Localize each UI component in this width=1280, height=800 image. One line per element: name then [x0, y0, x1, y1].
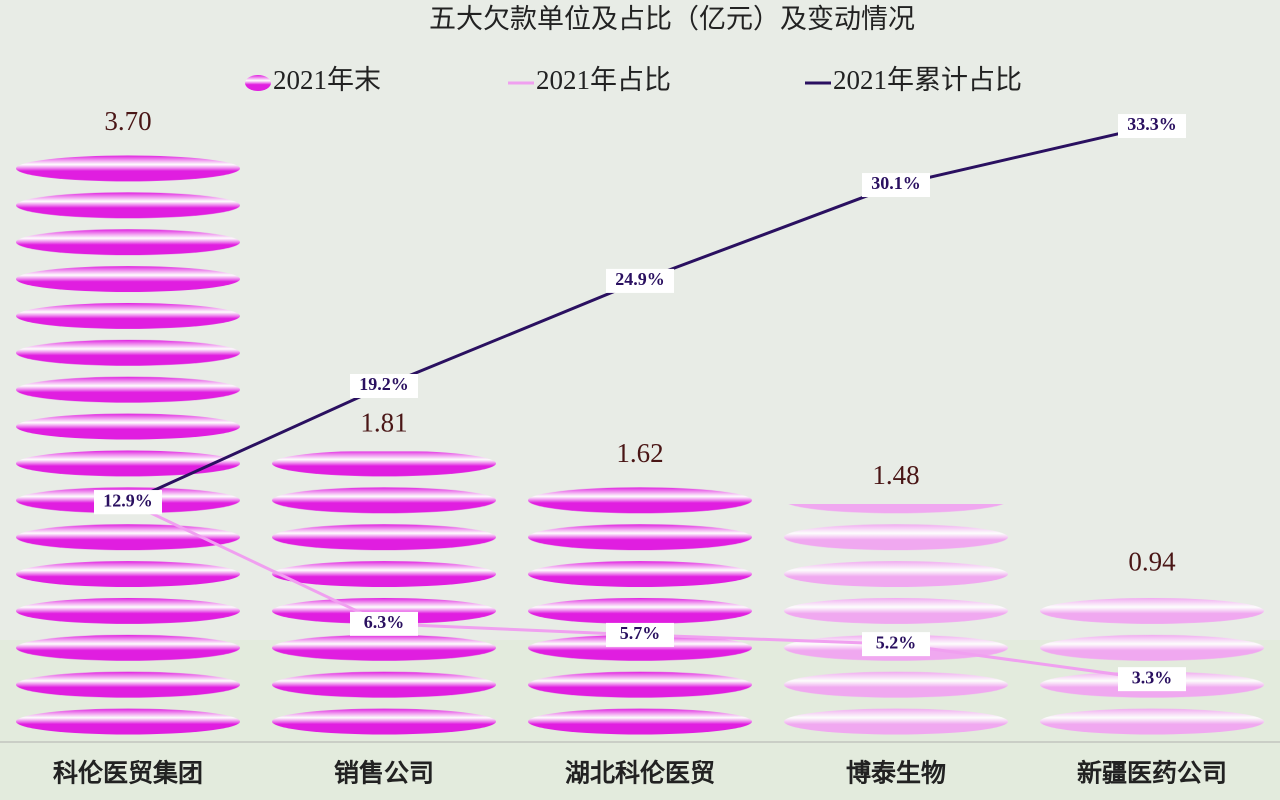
legend-label: 2021年累计占比: [833, 65, 1022, 95]
bar: [16, 150, 240, 740]
data-label: 19.2%: [359, 374, 409, 394]
bar-value-label: 0.94: [1128, 546, 1176, 576]
label-bg: [350, 374, 418, 398]
bar-value-label: 1.48: [872, 460, 919, 490]
x-tick-label: 销售公司: [334, 759, 434, 788]
data-label: 6.3%: [364, 612, 405, 632]
x-tick-label: 科伦医贸集团: [53, 759, 203, 788]
label-bg: [94, 490, 162, 515]
bar: [784, 504, 1008, 740]
label-bg: [1118, 114, 1186, 139]
x-tick-label: 新疆医药公司: [1077, 759, 1227, 788]
data-label: 24.9%: [615, 269, 665, 289]
legend-label: 2021年占比: [536, 65, 671, 95]
x-tick-label: 湖北科伦医贸: [565, 759, 715, 788]
label-bg: [606, 622, 674, 647]
data-label: 3.3%: [1132, 667, 1173, 687]
legend-marker: [245, 75, 271, 91]
data-label: 33.3%: [1127, 114, 1177, 134]
chart-title: 五大欠款单位及占比（亿元）及变动情况: [429, 4, 915, 34]
data-label: 5.2%: [876, 632, 917, 652]
legend-label: 2021年末: [273, 65, 381, 95]
label-bg: [862, 632, 930, 657]
label-bg: [1118, 667, 1186, 692]
label-bg: [862, 173, 930, 198]
bar: [528, 481, 752, 740]
x-tick-label: 博泰生物: [846, 760, 946, 788]
label-bg: [350, 611, 418, 636]
label-bg: [606, 268, 674, 293]
bar: [272, 451, 496, 740]
bar-value-label: 3.70: [104, 106, 151, 136]
bar-value-label: 1.81: [360, 408, 407, 438]
bar-value-label: 1.62: [616, 438, 663, 468]
data-label: 5.7%: [620, 623, 661, 643]
data-label: 12.9%: [103, 490, 153, 510]
bar: [1040, 590, 1264, 740]
data-label: 30.1%: [871, 173, 921, 193]
